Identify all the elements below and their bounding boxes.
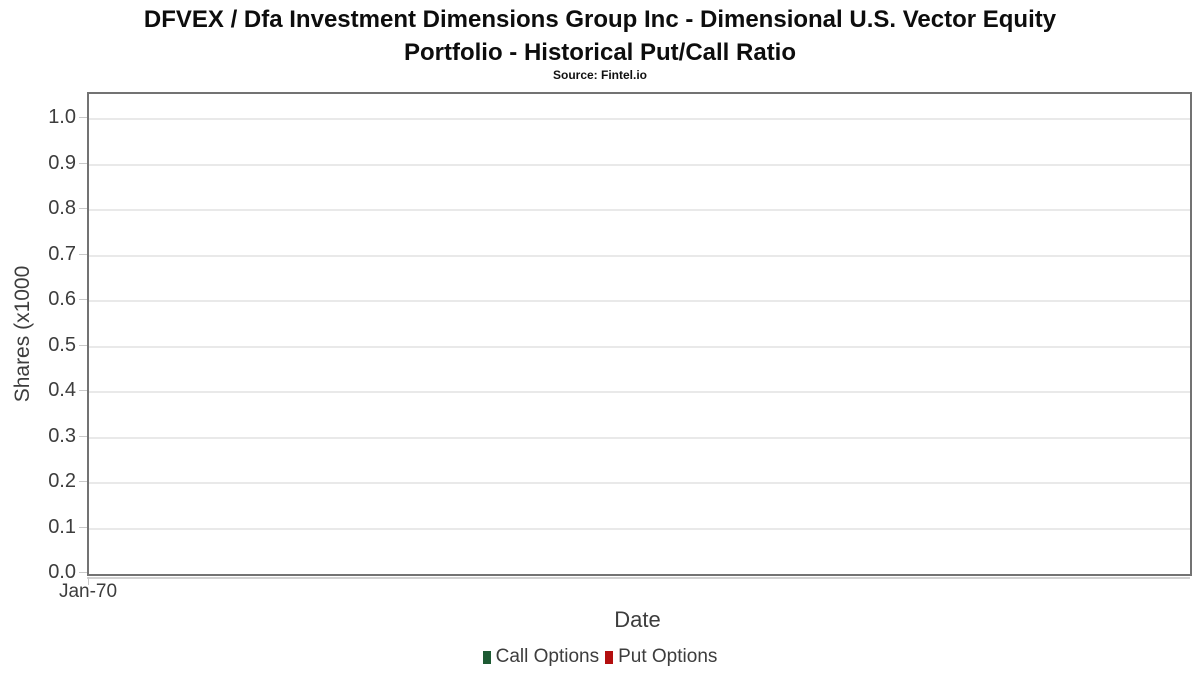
- y-tick-mark: [79, 208, 87, 210]
- gridline: [89, 254, 1190, 257]
- y-tick-mark: [79, 299, 87, 300]
- legend-label: Call Options: [495, 646, 600, 667]
- chart-subtitle: Source: Fintel.io: [552, 68, 647, 82]
- gridline: [89, 436, 1190, 439]
- y-tick-label: 0.0: [48, 561, 76, 583]
- chart-title: DFVEX / Dfa Investment Dimensions Group …: [0, 3, 1200, 69]
- legend-marker-icon: [482, 650, 491, 664]
- y-tick-mark: [79, 117, 87, 119]
- y-tick-mark: [79, 572, 87, 573]
- y-tick-label: 0.9: [48, 151, 76, 174]
- y-tick-mark: [79, 481, 87, 482]
- gridline: [89, 300, 1190, 302]
- y-tick-label: 0.5: [48, 333, 76, 356]
- y-tick-label: 0.3: [48, 424, 76, 447]
- y-tick-mark: [79, 162, 87, 164]
- y-tick-label: 0.7: [48, 242, 76, 265]
- y-tick-label: 0.2: [48, 470, 76, 492]
- y-tick-mark: [79, 390, 87, 391]
- legend: Call Options Put Options: [0, 646, 1200, 668]
- y-tick-mark: [79, 526, 87, 528]
- y-tick-label: 0.4: [48, 379, 76, 401]
- gridline: [89, 391, 1190, 393]
- chart-title-line1: DFVEX / Dfa Investment Dimensions Group …: [143, 6, 1057, 33]
- chart-title-line2: Portfolio - Historical Put/Call Ratio: [403, 39, 797, 66]
- plot-area: [87, 92, 1192, 576]
- legend-marker-icon: [605, 650, 614, 664]
- y-tick-mark: [79, 344, 87, 346]
- legend-item-put-options[interactable]: Put Options: [605, 646, 717, 668]
- y-tick-mark: [79, 435, 87, 437]
- gridline: [89, 118, 1190, 121]
- y-tick-label: 0.1: [48, 515, 76, 538]
- y-tick-mark: [79, 253, 87, 255]
- legend-label: Put Options: [618, 646, 718, 667]
- y-tick-label: 1.0: [48, 106, 76, 129]
- gridline: [89, 527, 1190, 530]
- gridline: [89, 209, 1190, 212]
- x-axis-line: [87, 577, 1190, 579]
- legend-item-call-options[interactable]: Call Options: [482, 646, 600, 668]
- gridline: [89, 345, 1190, 348]
- y-tick-label: 0.6: [48, 288, 76, 310]
- x-tick-mark: [88, 577, 89, 585]
- gridline: [89, 163, 1190, 166]
- y-tick-label: 0.8: [48, 197, 76, 220]
- gridline: [89, 482, 1190, 484]
- x-tick-label: Jan-70: [58, 581, 118, 602]
- x-axis-title: Date: [614, 607, 661, 632]
